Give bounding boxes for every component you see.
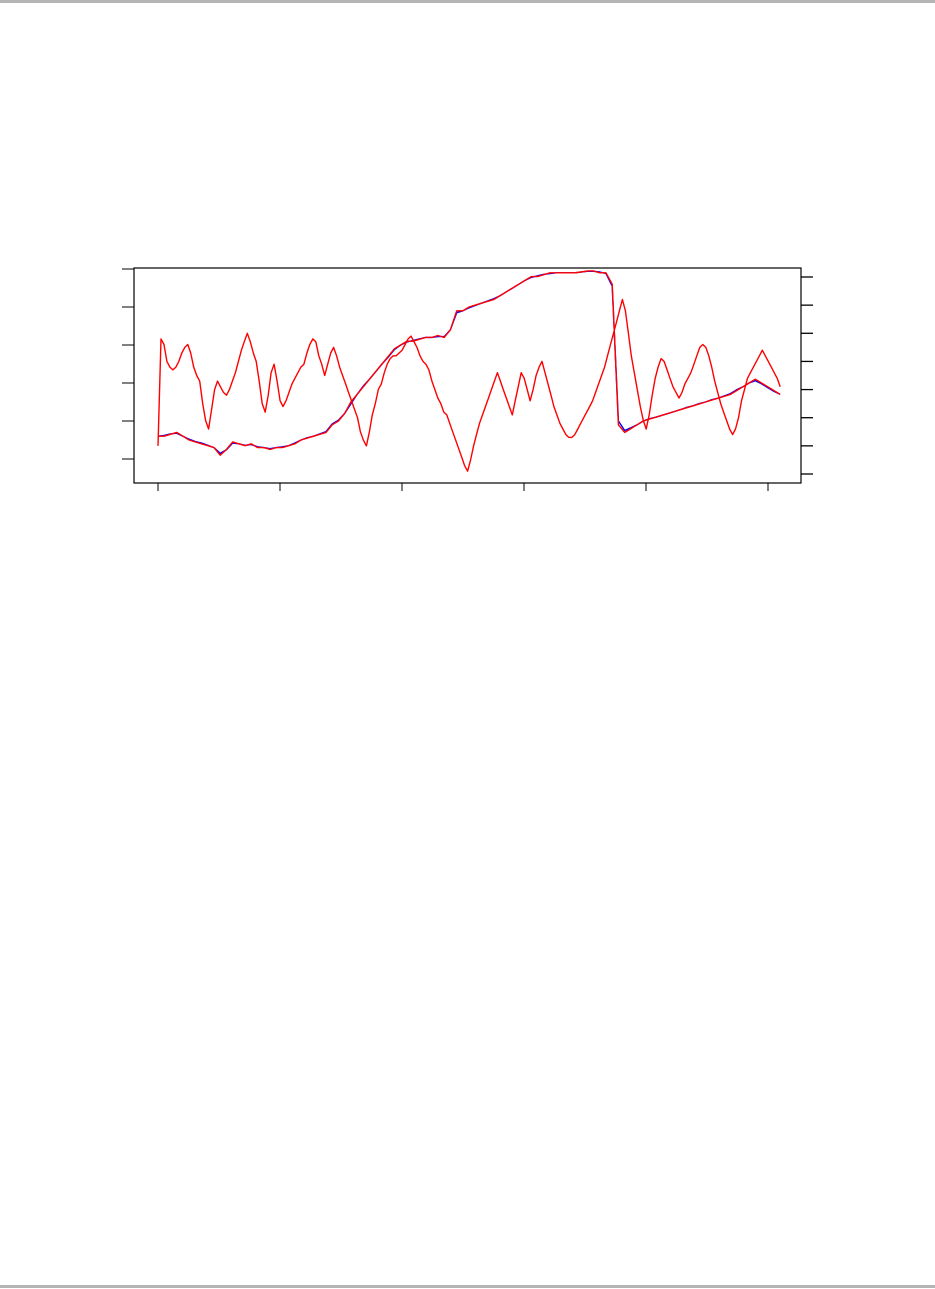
plot-frame [133,267,802,484]
page-top-rule [0,0,935,3]
left-y-axis [122,268,134,460]
series-line-1 [158,270,781,456]
right-y-axis [801,276,813,475]
series-layer [157,270,781,472]
chart-svg [122,267,813,491]
series-line-2 [157,270,781,454]
page-bottom-rule [0,1285,935,1288]
x-axis [157,483,769,491]
series-line-3 [157,298,781,472]
